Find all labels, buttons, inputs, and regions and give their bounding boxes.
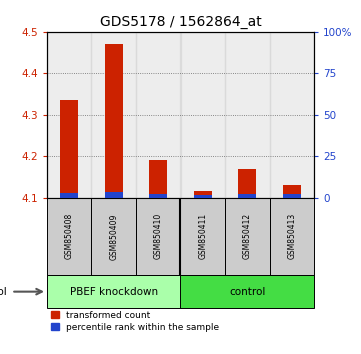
Bar xyxy=(47,32,91,198)
Text: PBEF knockdown: PBEF knockdown xyxy=(70,287,158,297)
Bar xyxy=(91,198,136,275)
Bar xyxy=(47,198,91,275)
Text: protocol: protocol xyxy=(0,287,7,297)
Bar xyxy=(60,193,78,198)
Text: control: control xyxy=(229,287,265,297)
Bar xyxy=(238,169,256,198)
Bar xyxy=(105,192,123,198)
Bar xyxy=(149,160,167,198)
Bar xyxy=(105,44,123,198)
Text: GSM850410: GSM850410 xyxy=(154,213,163,259)
Bar xyxy=(180,32,225,198)
Bar xyxy=(180,198,225,275)
Bar xyxy=(283,194,301,198)
Bar xyxy=(180,275,314,308)
Bar xyxy=(238,194,256,198)
Text: GSM850408: GSM850408 xyxy=(65,213,74,259)
Text: GSM850411: GSM850411 xyxy=(198,213,207,259)
Bar xyxy=(270,32,314,198)
Text: GSM850413: GSM850413 xyxy=(287,213,296,259)
Bar xyxy=(91,32,136,198)
Bar xyxy=(47,275,180,308)
Bar xyxy=(270,198,314,275)
Text: GSM850412: GSM850412 xyxy=(243,213,252,259)
Legend: transformed count, percentile rank within the sample: transformed count, percentile rank withi… xyxy=(52,311,219,331)
Bar xyxy=(136,198,180,275)
Bar xyxy=(136,32,180,198)
Bar xyxy=(194,192,212,198)
Title: GDS5178 / 1562864_at: GDS5178 / 1562864_at xyxy=(100,16,261,29)
Text: GSM850409: GSM850409 xyxy=(109,213,118,259)
Bar xyxy=(60,100,78,198)
Bar xyxy=(225,32,270,198)
Bar xyxy=(225,198,270,275)
Bar xyxy=(283,185,301,198)
Bar xyxy=(194,195,212,198)
Bar xyxy=(149,194,167,198)
